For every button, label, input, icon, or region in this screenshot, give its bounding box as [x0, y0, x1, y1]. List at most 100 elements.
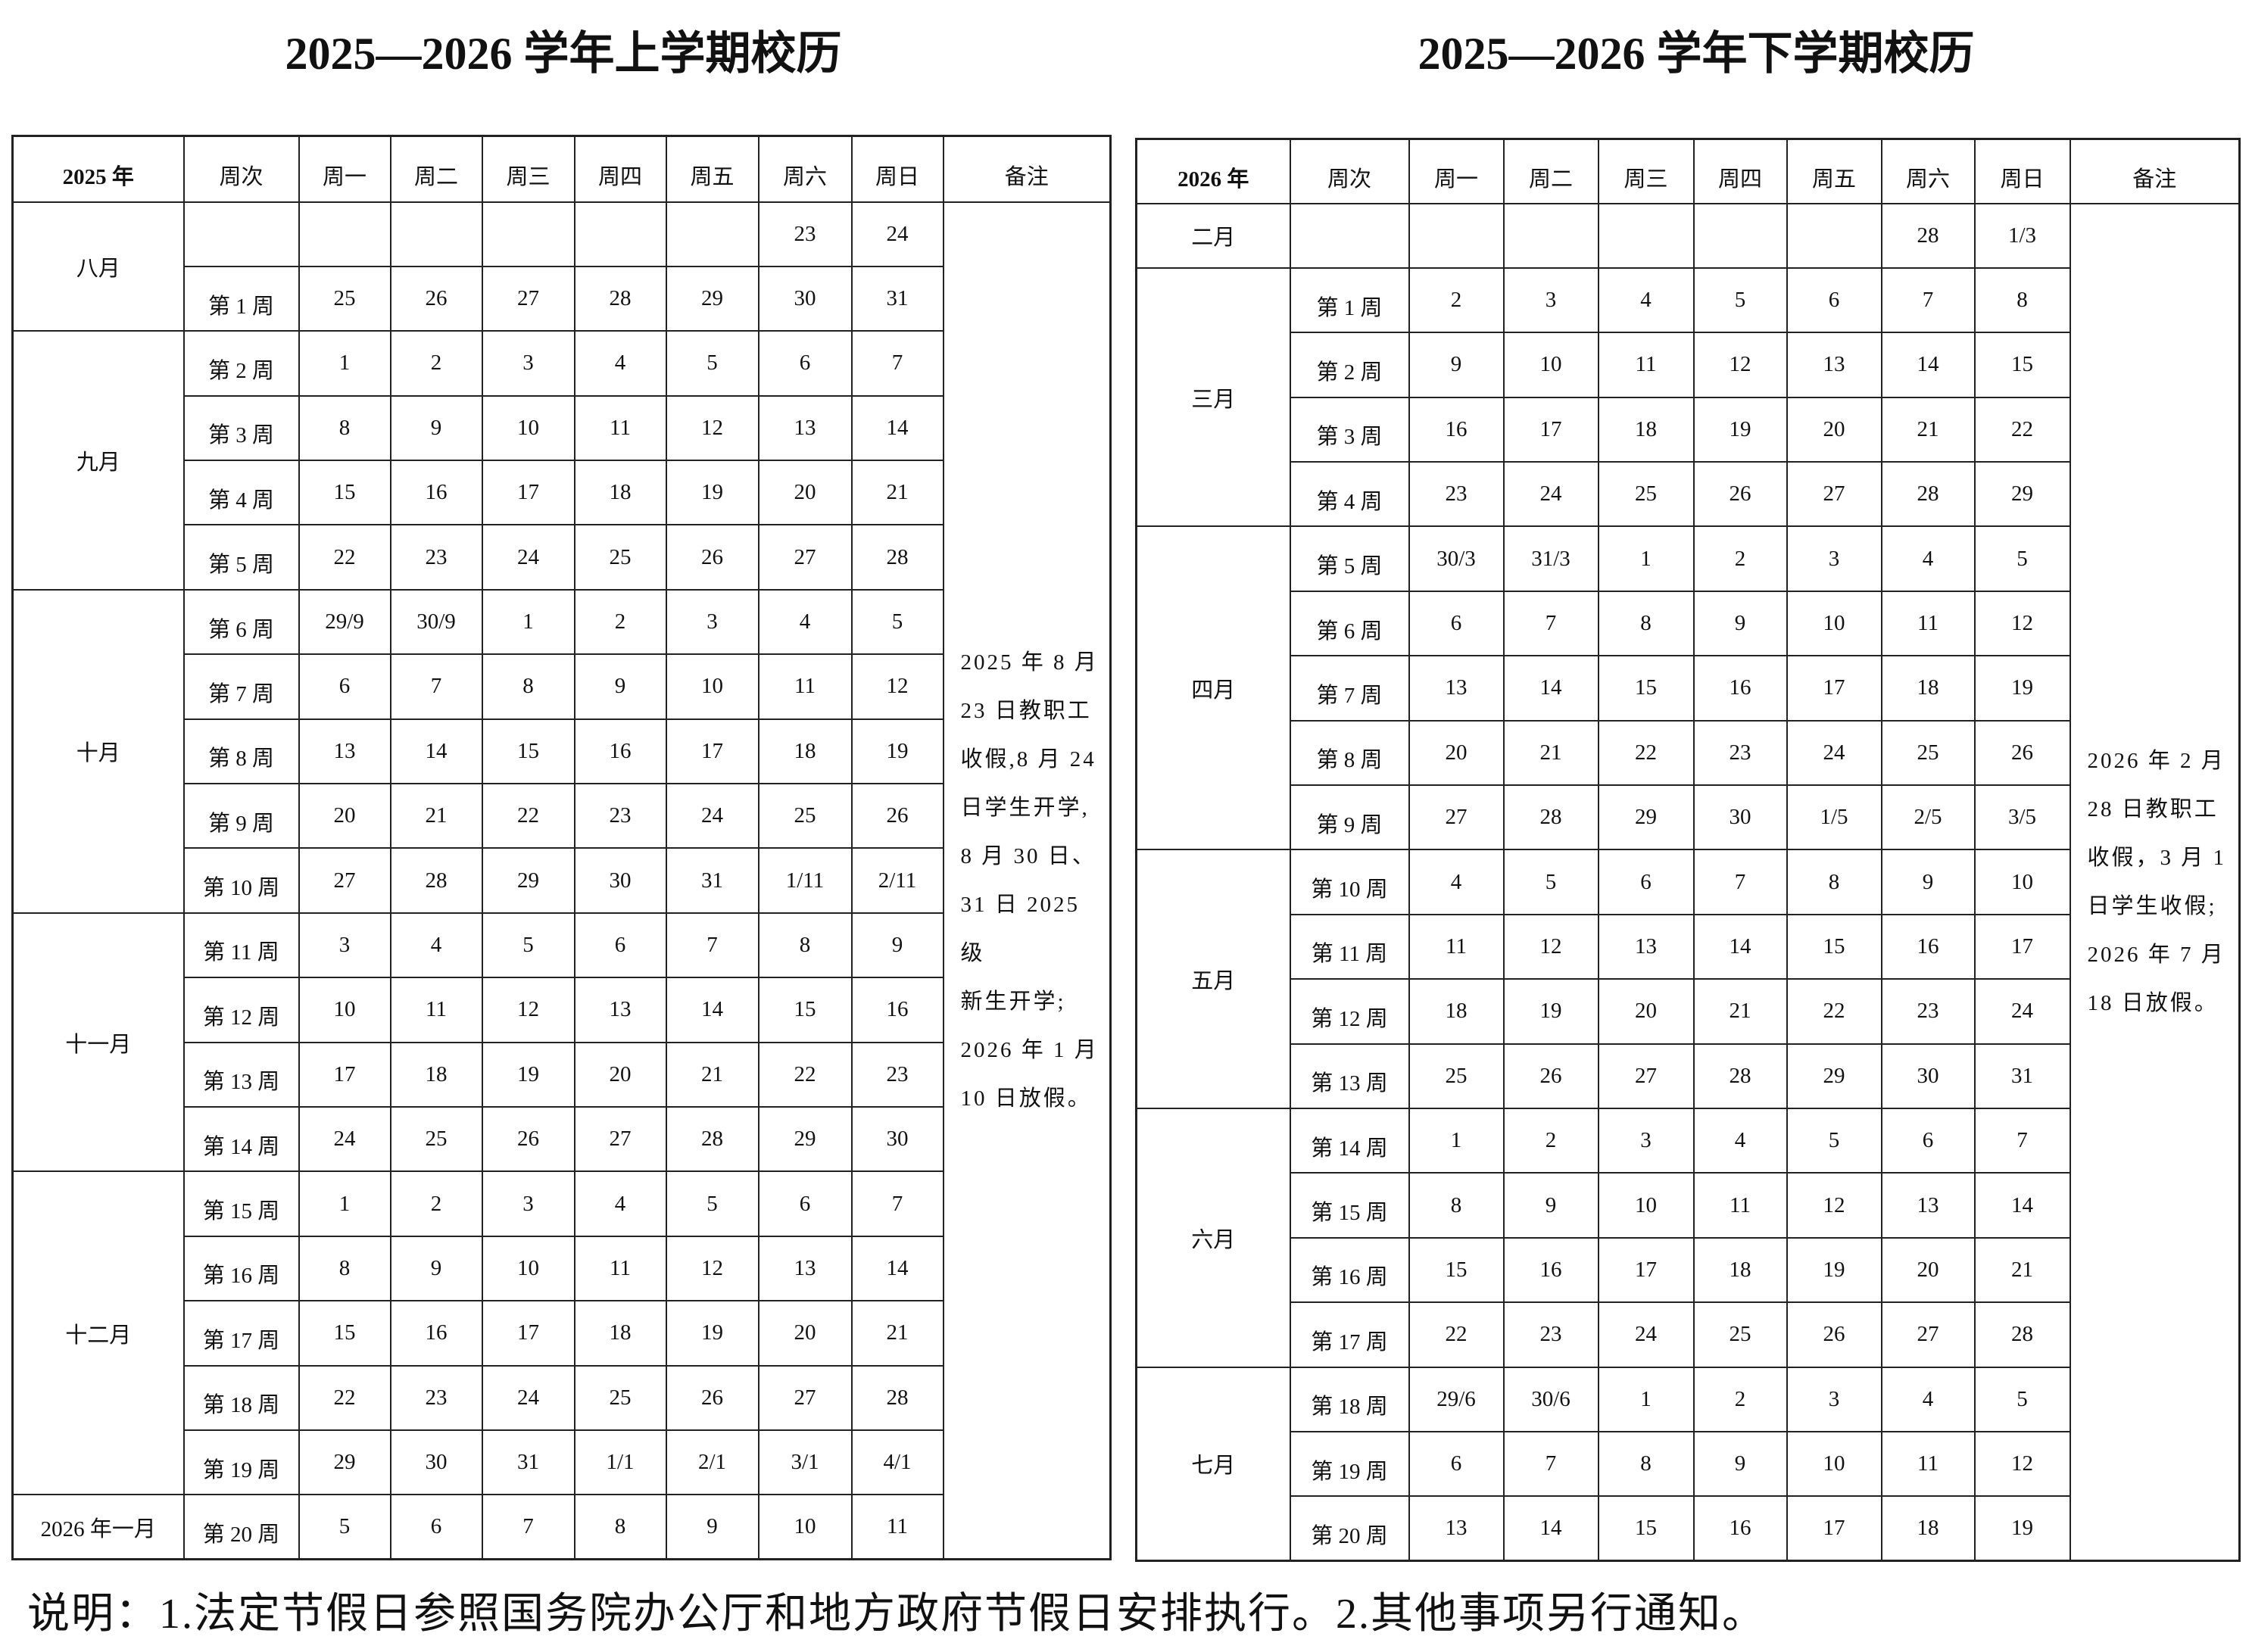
column-header: 备注 [942, 135, 1112, 203]
day-cell: 2 [573, 588, 667, 656]
day-cell: 1/1 [573, 1429, 667, 1496]
day-cell: 6 [757, 1170, 853, 1237]
week-number: 第 2 周 [182, 330, 300, 397]
day-cell: 2 [389, 1170, 483, 1237]
day-cell: 28 [1502, 784, 1599, 851]
day-cell: 11 [1597, 332, 1695, 398]
day-cell: 6 [389, 1494, 483, 1560]
day-cell: 4 [573, 330, 667, 397]
header-row: 2025 年周次 周一 周二 周三 周四 周五 周六 周日 备注 [11, 135, 1112, 203]
day-cell: 14 [850, 394, 944, 462]
remarks-line: 31 日 2025 级 [960, 892, 1081, 965]
day-cell: 11 [757, 653, 853, 720]
week-row: 第 11 周 11 12 13 14 15 16 17 [1137, 913, 2240, 980]
day-cell: 16 [850, 977, 944, 1043]
day-cell: 30 [850, 1105, 944, 1173]
second-semester-calendar-table: 2026 年周次 周一 周二 周三 周四 周五 周六 周日 备注 二月 28 1/3 2026 年 2 … [1135, 138, 2241, 1563]
remarks-line: 收假，3 月 1 [2087, 845, 2227, 870]
day-cell: 1 [1597, 525, 1695, 592]
day-cell [573, 201, 667, 267]
day-cell: 4/1 [850, 1429, 944, 1496]
day-cell: 5 [298, 1494, 391, 1560]
column-header: 周六 [757, 135, 853, 203]
day-cell: 1/3 [1973, 202, 2071, 269]
day-cell: 16 [1502, 1236, 1599, 1304]
day-cell: 6 [573, 912, 667, 979]
day-cell: 11 [1880, 1430, 1976, 1498]
day-cell: 12 [481, 977, 575, 1043]
day-cell: 31 [665, 847, 760, 914]
week-number: 第 10 周 [182, 847, 300, 914]
day-cell: 21 [1880, 396, 1976, 463]
day-cell: 25 [298, 265, 391, 332]
day-cell: 8 [1408, 1172, 1505, 1239]
week-row: 第 18 周 22 23 24 25 26 27 28 [13, 1364, 1111, 1431]
day-cell: 11 [1692, 1172, 1788, 1239]
day-cell: 4 [1692, 1107, 1788, 1174]
day-cell: 6 [757, 330, 853, 397]
day-cell: 28 [850, 1364, 944, 1431]
day-cell: 25 [1597, 461, 1695, 528]
column-header: 备注 [2069, 138, 2241, 204]
day-cell: 23 [1692, 719, 1788, 787]
day-cell: 31/3 [1502, 525, 1599, 592]
remarks-line: 收假,8 月 24 [960, 747, 1096, 771]
day-cell: 9 [389, 394, 483, 462]
day-cell: 22 [481, 783, 575, 849]
month-label: 四月 [1135, 525, 1291, 851]
day-cell: 26 [1973, 719, 2071, 787]
day-cell: 9 [1692, 1430, 1788, 1498]
day-cell: 9 [850, 912, 944, 979]
day-cell: 23 [1502, 1301, 1599, 1368]
week-row: 第 19 周 29 30 31 1/1 2/1 3/1 4/1 [13, 1429, 1111, 1496]
day-cell: 24 [665, 783, 760, 849]
header-row: 2026 年周次 周一 周二 周三 周四 周五 周六 周日 备注 [1135, 138, 2241, 204]
day-cell: 8 [481, 653, 575, 720]
remarks-line: 日学生开学, [960, 795, 1090, 820]
day-cell: 19 [1973, 655, 2071, 722]
day-cell: 8 [757, 912, 853, 979]
week-number [1289, 202, 1410, 269]
day-cell: 10 [665, 653, 760, 720]
day-cell: 15 [1597, 1495, 1695, 1562]
day-cell: 21 [1692, 978, 1788, 1045]
day-cell: 8 [1597, 1430, 1695, 1498]
footnote: 说明：1.法定节假日参照国务院办公厅和地方政府节假日安排执行。2.其他事项另行通… [27, 1591, 1766, 1638]
month-label: 六月 [1135, 1107, 1291, 1368]
day-cell: 28 [1692, 1043, 1788, 1109]
day-cell: 3 [481, 1170, 575, 1237]
day-cell: 28 [850, 524, 944, 591]
week-number: 第 14 周 [1289, 1107, 1410, 1174]
week-number: 第 4 周 [1289, 461, 1410, 528]
day-cell: 10 [1786, 1430, 1882, 1498]
day-cell: 23 [573, 783, 667, 849]
column-header: 周六 [1880, 138, 1976, 204]
day-cell [1597, 202, 1695, 269]
week-number: 第 18 周 [1289, 1366, 1410, 1432]
day-cell: 9 [1692, 590, 1788, 657]
day-cell: 12 [1973, 590, 2071, 657]
day-cell: 2/5 [1880, 784, 1976, 851]
day-cell: 21 [1973, 1236, 2071, 1304]
day-cell: 26 [1786, 1301, 1882, 1368]
day-cell: 31 [481, 1429, 575, 1496]
day-cell: 22 [298, 524, 391, 591]
day-cell: 14 [850, 1235, 944, 1302]
week-number: 第 14 周 [182, 1105, 300, 1173]
day-cell: 5 [850, 588, 944, 656]
day-cell: 26 [389, 265, 483, 332]
day-cell: 23 [1408, 461, 1505, 528]
week-number: 第 1 周 [182, 265, 300, 332]
day-cell: 14 [389, 718, 483, 785]
day-cell: 7 [850, 1170, 944, 1237]
day-cell: 21 [389, 783, 483, 849]
week-row: 第 17 周 22 23 24 25 26 27 28 [1137, 1301, 2240, 1368]
day-cell: 19 [1692, 396, 1788, 463]
day-cell: 11 [1880, 590, 1976, 657]
week-row: 第 9 周 27 28 29 30 1/5 2/5 3/5 [1137, 784, 2240, 851]
month-label: 十二月 [11, 1170, 185, 1496]
day-cell: 8 [298, 394, 391, 462]
day-cell: 3 [1502, 267, 1599, 334]
remarks-line: 23 日教职工 [960, 698, 1092, 723]
